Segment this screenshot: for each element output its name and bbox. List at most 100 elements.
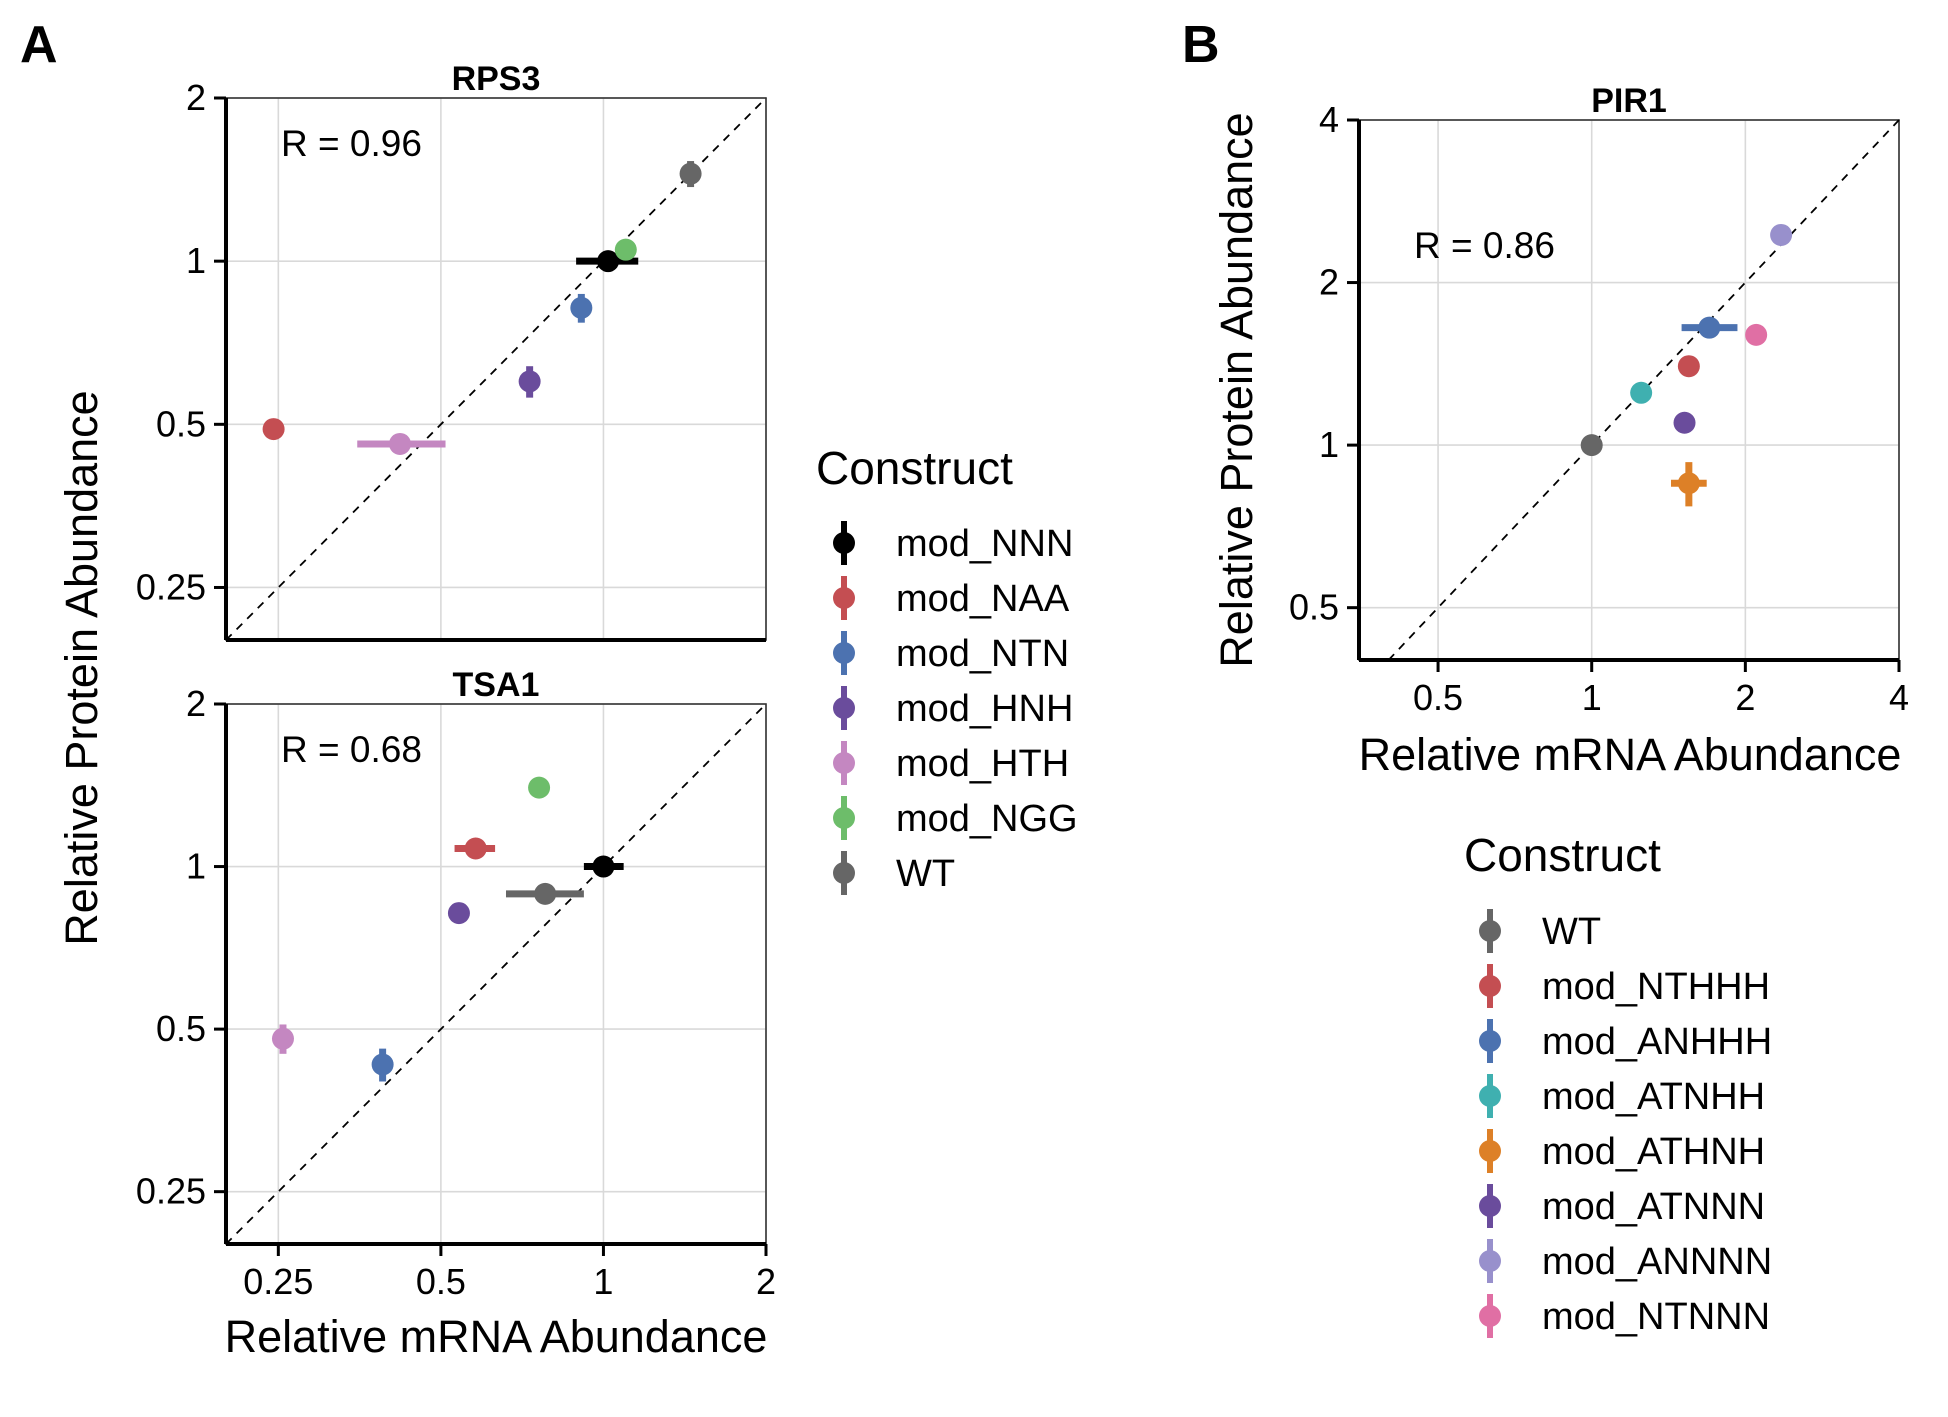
tsa1-point-mod-ntn (371, 1048, 394, 1082)
legend-label-mod-annnn: mod_ANNNN (1542, 1241, 1772, 1283)
rps3-point-mod-ngg (614, 238, 637, 261)
legend-key-marker-mod-hnh (833, 697, 855, 719)
legend-item-mod-nnn: mod_NNN (833, 521, 1073, 565)
pir1-marker-mod-atnnn (1673, 411, 1696, 434)
legend-item-mod-hth: mod_HTH (833, 741, 1069, 785)
legend-key-marker-mod-naa (833, 587, 855, 609)
tsa1-marker-wt (534, 882, 557, 905)
legend-key-marker-mod-atnhh (1479, 1085, 1501, 1107)
tsa1-marker-mod-nnn (592, 855, 615, 878)
legend-key-marker-mod-hth (833, 752, 855, 774)
legend-label-mod-ntn: mod_NTN (896, 633, 1069, 675)
legend-key-marker-mod-nthhh (1479, 975, 1501, 997)
pir1-facet-title: PIR1 (1591, 82, 1667, 120)
chart-pir1: 0.5 1 2 4 0.5 1 2 4 PIR1 R = 0.86 (1289, 82, 1909, 718)
legend-key-marker-mod-nnn (833, 532, 855, 554)
legend-label-mod-nthhh: mod_NTHHH (1542, 966, 1770, 1008)
rps3-point-mod-nnn (576, 250, 639, 273)
pir1-y-tick-label: 1 (1319, 424, 1339, 465)
legend-item-mod-ntnnn: mod_NTNNN (1479, 1294, 1770, 1338)
pir1-x-tick-label: 0.5 (1413, 677, 1463, 718)
legend-item-mod-anhhh: mod_ANHHH (1479, 1019, 1772, 1063)
pir1-identity-line (1387, 119, 1900, 661)
pir1-point-mod-athnh (1670, 462, 1707, 507)
tsa1-y-tick-label: 2 (186, 683, 206, 724)
legend-label-mod-athnh: mod_ATHNH (1542, 1131, 1765, 1173)
pir1-x-tick-label: 2 (1735, 677, 1755, 718)
rps3-marker-wt (679, 162, 702, 185)
pir1-marker-mod-annnn (1770, 223, 1793, 246)
tsa1-point-mod-nnn (583, 855, 624, 878)
pir1-point-mod-atnnn (1673, 411, 1696, 434)
tsa1-identity-line (225, 703, 767, 1245)
legend-key-marker-mod-athnh (1479, 1140, 1501, 1162)
chart-rps3: 0.25 0.5 1 2 RPS3 R = 0.96 (136, 60, 767, 642)
legend-a: mod_NNN mod_NAA mod_NTN mod_HNH mod_HTH mod_N… (833, 521, 1078, 895)
pir1-marker-mod-anhhh (1698, 316, 1721, 339)
rps3-facet-title: RPS3 (452, 60, 541, 98)
pir1-y-tick-label: 4 (1319, 99, 1339, 140)
pir1-point-mod-anhhh (1681, 316, 1738, 339)
tsa1-y-tick-label: 0.5 (156, 1008, 206, 1049)
rps3-point-wt (679, 161, 702, 188)
tsa1-point-mod-naa (454, 837, 496, 860)
rps3-y-tick-label: 2 (186, 77, 206, 118)
legend-item-mod-ngg: mod_NGG (833, 796, 1078, 840)
legend-key-marker-mod-anhhh (1479, 1030, 1501, 1052)
tsa1-marker-mod-hth (271, 1027, 294, 1050)
rps3-marker-mod-hth (388, 432, 411, 455)
legend-key-marker-mod-ntn (833, 642, 855, 664)
pir1-point-mod-atnhh (1630, 381, 1653, 404)
legend-label-mod-atnnn: mod_ATNNN (1542, 1186, 1765, 1228)
legend-item-mod-naa: mod_NAA (833, 576, 1070, 620)
tsa1-marker-mod-ngg (528, 776, 551, 799)
legend-key-marker-mod-ngg (833, 807, 855, 829)
pir1-marker-mod-nthhh (1677, 355, 1700, 378)
legend-b-title: Construct (1464, 829, 1661, 881)
legend-label-mod-ngg: mod_NGG (896, 798, 1078, 840)
tsa1-point-wt (505, 882, 584, 905)
pir1-correlation-label: R = 0.86 (1414, 225, 1555, 266)
legend-item-mod-athnh: mod_ATHNH (1479, 1129, 1765, 1173)
legend-label-mod-atnhh: mod_ATNHH (1542, 1076, 1765, 1118)
pir1-panel-border (1358, 119, 1900, 661)
rps3-marker-mod-nnn (597, 250, 620, 273)
tsa1-facet-title: TSA1 (453, 666, 540, 704)
rps3-y-tick-label: 0.25 (136, 566, 206, 607)
legend-key-marker-mod-ntnnn (1479, 1305, 1501, 1327)
legend-label-mod-nnn: mod_NNN (896, 523, 1073, 565)
rps3-point-mod-ntn (570, 293, 593, 323)
pir1-x-tick-label: 1 (1582, 677, 1602, 718)
legend-label-mod-ntnnn: mod_NTNNN (1542, 1296, 1770, 1338)
tsa1-x-tick-label: 1 (593, 1261, 613, 1302)
rps3-point-mod-hth (357, 432, 446, 455)
tsa1-y-tick-label: 1 (186, 846, 206, 887)
rps3-marker-mod-naa (262, 418, 285, 441)
legend-item-mod-ntn: mod_NTN (833, 631, 1069, 675)
tsa1-y-tick-label: 0.25 (136, 1171, 206, 1212)
legend-key-marker-wt (1479, 920, 1501, 942)
legend-label-wt: WT (896, 853, 955, 895)
rps3-correlation-label: R = 0.96 (281, 123, 422, 164)
pir1-point-wt (1580, 434, 1603, 457)
legend-a-title: Construct (816, 442, 1013, 494)
legend-item-mod-nthhh: mod_NTHHH (1479, 964, 1770, 1008)
panel-b-x-axis-label: Relative mRNA Abundance (1359, 729, 1902, 780)
pir1-point-mod-ntnnn (1745, 323, 1768, 346)
tsa1-marker-mod-hnh (447, 902, 470, 925)
rps3-y-tick-label: 1 (186, 240, 206, 281)
rps3-point-mod-hnh (518, 366, 541, 398)
tsa1-point-mod-ngg (528, 776, 551, 799)
pir1-marker-mod-atnhh (1630, 381, 1653, 404)
legend-item-mod-atnnn: mod_ATNNN (1479, 1184, 1765, 1228)
panel-b-y-axis-label: Relative Protein Abundance (1211, 112, 1262, 667)
legend-item-mod-annnn: mod_ANNNN (1479, 1239, 1772, 1283)
chart-tsa1: 0.25 0.5 1 2 0.25 0.5 1 2 TSA1 R = 0.68 (136, 666, 776, 1302)
rps3-point-mod-naa (262, 418, 285, 441)
tsa1-x-tick-label: 0.25 (243, 1261, 313, 1302)
legend-label-mod-naa: mod_NAA (896, 578, 1070, 620)
rps3-marker-mod-ngg (614, 238, 637, 261)
legend-item-wt: WT (833, 851, 955, 895)
panel-a-x-axis-label: Relative mRNA Abundance (225, 1311, 768, 1362)
tsa1-marker-mod-ntn (371, 1053, 394, 1076)
